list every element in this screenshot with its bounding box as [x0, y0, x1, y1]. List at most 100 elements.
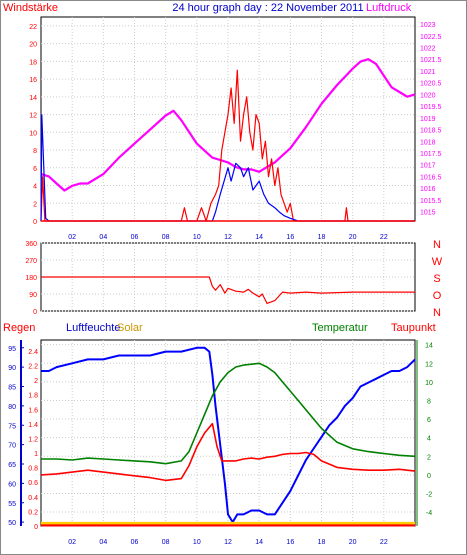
pressure-tick-label: 1016 — [420, 186, 436, 193]
dewpoint-axis-label: Taupunkt — [391, 322, 436, 334]
temperature-tick-label: -2 — [426, 491, 432, 498]
wind-tick-label: 20 — [29, 42, 37, 49]
humidity-tick-label: 60 — [8, 481, 16, 488]
x-tick-label: 06 — [131, 234, 139, 241]
humidity-tick-label: 55 — [8, 501, 16, 508]
wind-pressure-chart: 024681012141618202210151015.510161016.51… — [29, 16, 442, 241]
humidity-tick-label: 90 — [8, 365, 16, 372]
rain-tick-label: 2.4 — [28, 349, 38, 356]
solar-axis-label: Solar — [117, 322, 143, 334]
x-tick-label: 10 — [193, 234, 201, 241]
rain-tick-label: 0.8 — [28, 466, 38, 473]
direction-tick-label: 0 — [33, 309, 37, 316]
pressure-tick-label: 1021 — [420, 69, 436, 76]
pressure-tick-label: 1015.5 — [420, 198, 442, 205]
rain-tick-label: 1.6 — [28, 407, 38, 414]
humidity-tick-label: 70 — [8, 443, 16, 450]
humidity-axis-label: Luftfeuchte — [66, 322, 120, 334]
wind-tick-label: 22 — [29, 24, 37, 31]
x-tick-label: 18 — [318, 539, 326, 546]
x-tick-label: 22 — [380, 234, 388, 241]
x-tick-label: 12 — [224, 234, 232, 241]
x-tick-label: 02 — [68, 539, 76, 546]
pressure-tick-label: 1020.5 — [420, 81, 442, 88]
pressure-axis-label: Luftdruck — [366, 2, 412, 14]
x-tick-label: 02 — [68, 234, 76, 241]
temperature-tick-label: 12 — [425, 361, 433, 368]
wind-axis-label: Windstärke — [3, 2, 58, 14]
x-tick-label: 16 — [286, 539, 294, 546]
rain-tick-label: 0.6 — [28, 480, 38, 487]
humidity-tick-label: 50 — [8, 520, 16, 527]
compass-label: S — [433, 273, 440, 285]
temperature-tick-label: 4 — [427, 436, 431, 443]
wind-tick-label: 8 — [33, 148, 37, 155]
compass-label: N — [433, 239, 441, 251]
pressure-tick-label: 1016.5 — [420, 174, 442, 181]
pressure-tick-label: 1017 — [420, 163, 436, 170]
pressure-tick-label: 1023 — [420, 22, 436, 29]
wind-tick-label: 0 — [33, 219, 37, 226]
temperature-humidity-chart: 02 04 06 08 10 12 14 16 18 20 22505560657075808590… — [8, 339, 433, 546]
compass-label: N — [433, 307, 441, 319]
rain-tick-label: 0 — [34, 524, 38, 531]
pressure-tick-label: 1022.5 — [420, 34, 442, 41]
rain-tick-label: 0.2 — [28, 509, 38, 516]
temperature-line — [41, 362, 416, 465]
compass-label: O — [433, 290, 442, 302]
wind-tick-label: 2 — [33, 201, 37, 208]
wind-tick-label: 16 — [29, 77, 37, 84]
x-tick-label: 08 — [162, 539, 170, 546]
humidity-tick-label: 95 — [8, 346, 16, 353]
x-tick-label: 14 — [255, 539, 263, 546]
direction-tick-label: 180 — [25, 275, 37, 282]
pressure-tick-label: 1018.5 — [420, 128, 442, 135]
pressure-tick-label: 1022 — [420, 45, 436, 52]
wind-tick-label: 10 — [29, 130, 37, 137]
pressure-tick-label: 1018 — [420, 139, 436, 146]
rain-axis-label: Regen — [3, 322, 35, 334]
wind-tick-label: 18 — [29, 59, 37, 66]
humidity-tick-label: 75 — [8, 423, 16, 430]
direction-tick-label: 360 — [25, 241, 37, 248]
pressure-tick-label: 1015 — [420, 210, 436, 217]
chart-title: 24 hour graph day : 22 November 2011 — [172, 2, 363, 14]
x-tick-label: 04 — [99, 234, 107, 241]
wind-tick-label: 6 — [33, 166, 37, 173]
temperature-tick-label: 14 — [425, 343, 433, 350]
rain-tick-label: 1.2 — [28, 436, 38, 443]
temperature-tick-label: 6 — [427, 417, 431, 424]
pressure-tick-label: 1020 — [420, 92, 436, 99]
temperature-tick-label: 2 — [427, 454, 431, 461]
x-tick-label: 12 — [224, 539, 232, 546]
x-tick-label: 18 — [318, 234, 326, 241]
x-tick-label: 20 — [349, 234, 357, 241]
humidity-tick-label: 80 — [8, 404, 16, 411]
rain-tick-label: 0.4 — [28, 495, 38, 502]
pressure-tick-label: 1017.5 — [420, 151, 442, 158]
pressure-tick-label: 1021.5 — [420, 57, 442, 64]
x-tick-label: 04 — [99, 539, 107, 546]
rain-tick-label: 1.8 — [28, 393, 38, 400]
x-tick-label: 06 — [131, 539, 139, 546]
x-tick-label: 22 — [380, 539, 388, 546]
wind-tick-label: 14 — [29, 95, 37, 102]
compass-label: W — [432, 256, 443, 268]
x-tick-label: 20 — [349, 539, 357, 546]
x-tick-label: 16 — [286, 234, 294, 241]
direction-tick-label: 90 — [29, 292, 37, 299]
temperature-tick-label: 8 — [427, 398, 431, 405]
temperature-tick-label: -4 — [426, 510, 432, 517]
humidity-line — [41, 346, 416, 524]
temperature-tick-label: 10 — [425, 380, 433, 387]
pressure-line — [40, 58, 416, 192]
pressure-tick-label: 1019.5 — [420, 104, 442, 111]
temperature-tick-label: 0 — [427, 473, 431, 480]
direction-tick-label: 270 — [25, 258, 37, 265]
humidity-tick-label: 85 — [8, 385, 16, 392]
wind-tick-label: 12 — [29, 113, 37, 120]
x-tick-label: 08 — [162, 234, 170, 241]
wind-tick-label: 4 — [33, 184, 37, 191]
rain-tick-label: 2 — [34, 378, 38, 385]
